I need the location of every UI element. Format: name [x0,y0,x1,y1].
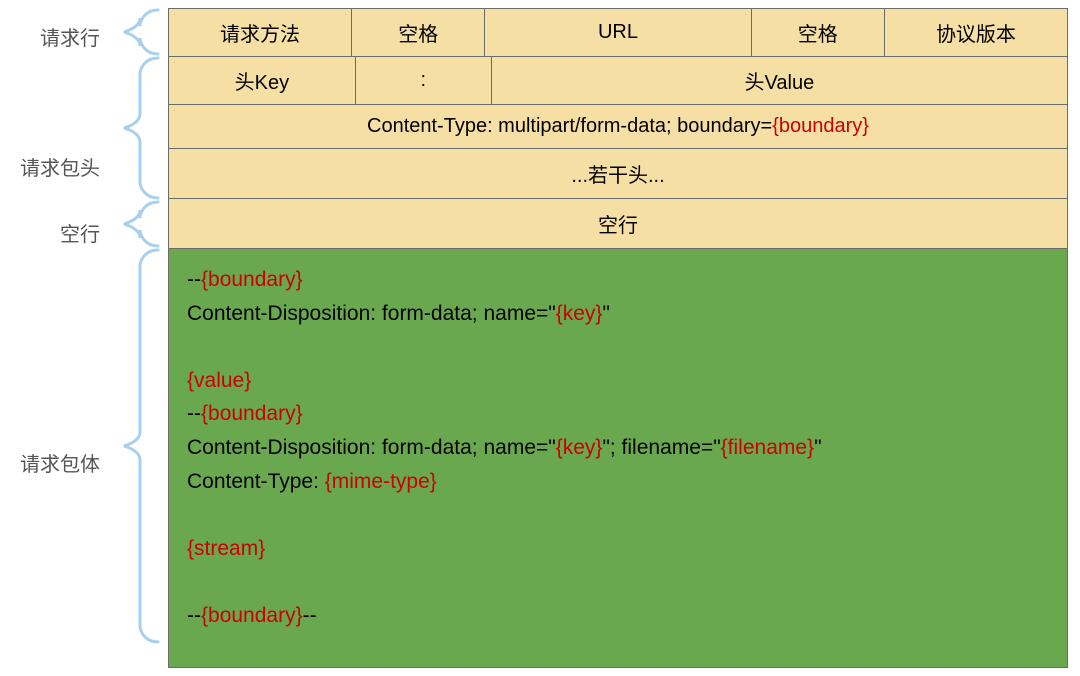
request-line-cell: URL [485,9,751,56]
bracket-column [108,8,168,668]
request-line-cell: 请求方法 [169,9,352,56]
label-empty-line: 空行 [60,218,100,247]
body-line: --{boundary} [187,397,1049,431]
row-content-type: Content-Type: multipart/form-data; bound… [169,105,1067,149]
body-line: --{boundary}-- [187,599,1049,633]
body-line: --{boundary} [187,263,1049,297]
header-kv-cell: 头Value [492,57,1067,104]
body-line [187,565,1049,599]
label-request-line: 请求行 [40,22,100,51]
body-line: Content-Disposition: form-data; name="{k… [187,297,1049,331]
curly-brace-icon [114,8,162,56]
row-request-line: 请求方法空格URL空格协议版本 [169,9,1067,57]
content-type-cell: Content-Type: multipart/form-data; bound… [169,105,1067,148]
body-line [187,330,1049,364]
body-line: {stream} [187,532,1049,566]
row-more-headers: ...若干头... [169,149,1067,199]
body-line: Content-Disposition: form-data; name="{k… [187,431,1049,465]
row-request-body: --{boundary}Content-Disposition: form-da… [169,249,1067,667]
empty-line-cell: 空行 [169,199,1067,248]
curly-brace-icon [114,56,162,200]
label-request-body: 请求包体 [20,448,100,477]
request-body-content: --{boundary}Content-Disposition: form-da… [169,249,1067,667]
content-type-boundary-var: {boundary} [772,115,869,137]
body-line: {value} [187,364,1049,398]
label-request-header: 请求包头 [20,152,100,181]
http-structure-table: 请求方法空格URL空格协议版本 头Key:头Value Content-Type… [168,8,1068,668]
header-kv-cell: : [356,57,492,104]
row-empty-line: 空行 [169,199,1067,249]
content-type-prefix: Content-Type: multipart/form-data; bound… [367,115,772,137]
body-line [187,498,1049,532]
request-line-cell: 协议版本 [885,9,1067,56]
request-line-cell: 空格 [352,9,485,56]
row-header-kv: 头Key:头Value [169,57,1067,105]
body-line: Content-Type: {mime-type} [187,465,1049,499]
request-line-cell: 空格 [752,9,885,56]
header-kv-cell: 头Key [169,57,356,104]
section-labels: 请求行 请求包头 空行 请求包体 [8,8,108,668]
curly-brace-icon [114,200,162,248]
more-headers-cell: ...若干头... [169,149,1067,198]
curly-brace-icon [114,248,162,644]
